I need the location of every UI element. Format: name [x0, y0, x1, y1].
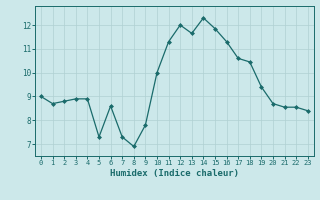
- X-axis label: Humidex (Indice chaleur): Humidex (Indice chaleur): [110, 169, 239, 178]
